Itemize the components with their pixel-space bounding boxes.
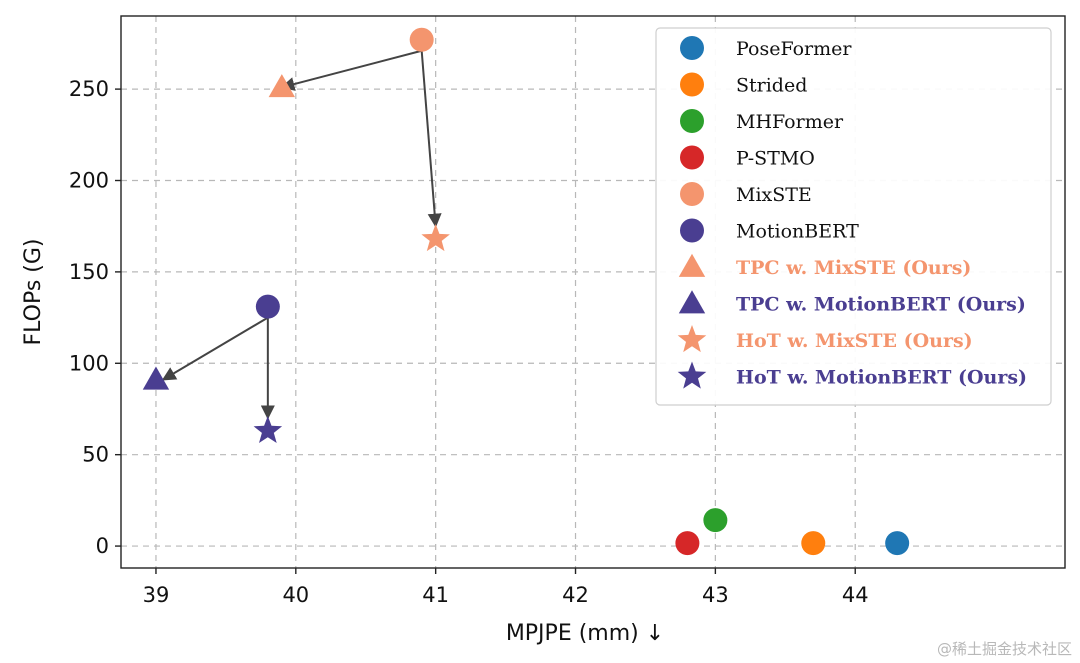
y-axis-label: FLOPs (G)	[21, 239, 46, 346]
legend-label: HoT w. MotionBERT (Ours)	[736, 367, 1027, 389]
legend: PoseFormer Strided MHFormer P-STMO MixSTE Mot…	[655, 27, 1052, 406]
data-point-hot-w-mixste-ours	[421, 224, 450, 252]
data-point-tpc-w-motionbert-ours	[142, 366, 170, 390]
watermark-text: @稀土掘金技术社区	[937, 640, 1072, 658]
legend-marker	[680, 218, 704, 243]
y-tick-label: 200	[69, 169, 109, 193]
axes: 39 40 41 42 43 44 0 50 100 150 200 250	[69, 15, 1066, 607]
data-point-motionbert	[255, 294, 280, 319]
legend-label: MixSTE	[736, 184, 812, 206]
y-tick-label: 100	[69, 351, 109, 375]
x-tick-label: 43	[702, 583, 729, 607]
arrow	[280, 49, 422, 91]
x-tick-label: 39	[143, 583, 170, 607]
data-point-mhformer	[703, 508, 728, 533]
legend-marker	[677, 361, 707, 389]
y-tick-label: 0	[96, 534, 109, 558]
legend-box	[655, 27, 1052, 406]
legend-label: MotionBERT	[736, 221, 859, 243]
legend-marker	[680, 72, 704, 97]
arrow	[161, 316, 269, 381]
data-points	[142, 27, 910, 556]
legend-marker	[677, 325, 707, 353]
legend-label: MHFormer	[736, 111, 844, 133]
data-point-tpc-w-mixste-ours	[268, 74, 296, 98]
legend-label: PoseFormer	[736, 38, 852, 60]
y-tick-label: 250	[69, 77, 109, 101]
plot-frame	[120, 15, 1066, 569]
arrow-annotations	[161, 49, 442, 420]
x-tick-label: 41	[422, 583, 449, 607]
legend-label: TPC w. MotionBERT (Ours)	[736, 294, 1026, 316]
legend-marker	[680, 182, 704, 206]
x-tick-label: 42	[562, 583, 589, 607]
data-point-poseformer	[885, 531, 910, 556]
legend-label: HoT w. MixSTE (Ours)	[736, 330, 973, 352]
y-tick-label: 150	[69, 260, 109, 284]
legend-marker	[680, 145, 704, 170]
legend-label: P-STMO	[736, 148, 815, 170]
y-tick-label: 50	[82, 443, 109, 467]
legend-label: Strided	[736, 75, 807, 97]
data-point-p-stmo	[675, 531, 700, 556]
x-tick-label: 44	[842, 583, 869, 607]
data-point-mixste	[409, 27, 434, 52]
data-point-hot-w-motionbert-ours	[253, 415, 283, 443]
legend-label: TPC w. MixSTE (Ours)	[736, 257, 971, 279]
x-axis-label: MPJPE (mm) ↓	[506, 621, 664, 646]
legend-marker	[680, 36, 704, 60]
data-point-strided	[801, 531, 826, 556]
arrow	[420, 50, 442, 228]
x-tick-label: 40	[282, 583, 309, 607]
legend-marker	[678, 290, 706, 314]
legend-marker	[678, 253, 706, 277]
legend-marker	[680, 109, 704, 133]
